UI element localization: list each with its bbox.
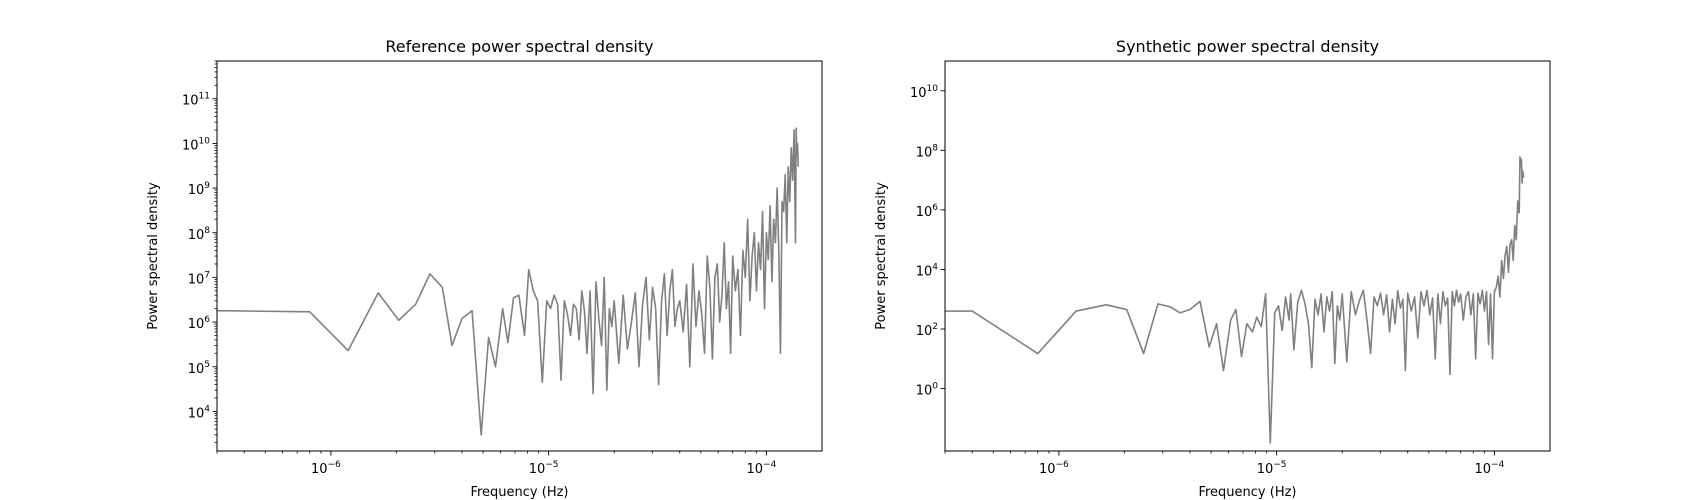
- x-axis-label: Frequency (Hz): [1198, 485, 1296, 500]
- axes-frame: [944, 60, 1551, 452]
- x-tick-label: 10−4: [746, 460, 776, 477]
- series-line: [945, 156, 1525, 444]
- chart-title: Synthetic power spectral density: [1116, 37, 1379, 56]
- chart-title: Reference power spectral density: [385, 37, 653, 56]
- y-tick-label: 104: [916, 262, 939, 279]
- chart-panel-1: Reference power spectral density Frequenc…: [146, 37, 823, 500]
- x-axis-label: Frequency (Hz): [470, 485, 568, 500]
- y-tick-label: 100: [916, 382, 939, 399]
- y-tick-label: 104: [188, 404, 211, 421]
- y-tick-label: 1011: [182, 92, 210, 109]
- y-axis-label: Power spectral density: [874, 182, 889, 330]
- series-line: [217, 127, 800, 436]
- y-tick-label: 108: [188, 226, 211, 243]
- y-tick-label: 105: [188, 360, 210, 377]
- axes-frame: [216, 60, 823, 452]
- x-tick-label: 10−6: [1039, 460, 1069, 477]
- y-tick-label: 106: [916, 203, 939, 220]
- x-tick-label: 10−5: [529, 460, 559, 477]
- x-tick-label: 10−6: [311, 460, 341, 477]
- x-tick-label: 10−4: [1474, 460, 1504, 477]
- y-tick-label: 106: [188, 315, 211, 332]
- y-tick-label: 107: [188, 270, 210, 287]
- x-tick-label: 10−5: [1257, 460, 1287, 477]
- y-tick-label: 1010: [910, 84, 938, 101]
- y-tick-label: 102: [916, 322, 938, 339]
- y-tick-label: 108: [916, 143, 939, 160]
- y-tick-label: 1010: [182, 136, 210, 153]
- y-tick-label: 109: [188, 181, 211, 198]
- chart-panel-2: Synthetic power spectral density Frequenc…: [874, 37, 1551, 500]
- y-axis-label: Power spectral density: [146, 182, 161, 330]
